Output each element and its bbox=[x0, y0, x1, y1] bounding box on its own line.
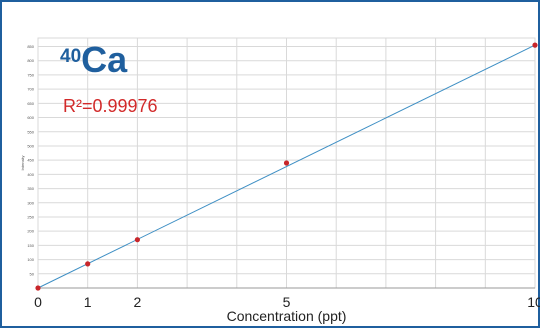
x-tick-label: 1 bbox=[84, 294, 92, 310]
y-tick-label: 600 bbox=[27, 115, 34, 120]
data-point bbox=[35, 285, 41, 291]
r-squared-label: R²=0.99976 bbox=[63, 96, 158, 116]
y-tick-label: 650 bbox=[27, 101, 34, 106]
data-point bbox=[283, 160, 290, 166]
y-tick-label: 550 bbox=[27, 129, 34, 134]
x-tick-label: 5 bbox=[283, 294, 291, 310]
x-tick-label: 2 bbox=[134, 294, 142, 310]
y-tick-label: 150 bbox=[27, 243, 34, 248]
y-tick-label: 250 bbox=[27, 214, 34, 219]
data-point bbox=[134, 237, 140, 243]
x-tick-label: 0 bbox=[34, 294, 42, 310]
data-point bbox=[85, 261, 91, 267]
y-tick-label: 850 bbox=[27, 44, 34, 49]
x-axis-title: Concentration (ppt) bbox=[227, 308, 347, 324]
y-tick-label: 300 bbox=[27, 200, 34, 205]
y-tick-label: 500 bbox=[27, 143, 34, 148]
x-tick-label: 10 bbox=[527, 294, 540, 310]
y-tick-label: 350 bbox=[27, 186, 34, 191]
y-tick-label: 750 bbox=[27, 72, 34, 77]
fit-line bbox=[37, 44, 536, 289]
y-tick-label: 100 bbox=[27, 257, 34, 262]
data-point bbox=[532, 42, 538, 48]
y-tick-label: 450 bbox=[27, 158, 34, 163]
isotope-mass-number: 40 bbox=[60, 46, 82, 67]
y-tick-label: 200 bbox=[27, 229, 34, 234]
y-tick-label: 700 bbox=[27, 87, 34, 92]
isotope-label: 40Ca bbox=[60, 42, 127, 78]
y-axis-title: Intensity bbox=[20, 156, 25, 171]
y-tick-label: 50 bbox=[30, 271, 35, 276]
y-tick-label: 800 bbox=[27, 58, 34, 63]
isotope-symbol: Ca bbox=[81, 39, 128, 80]
y-tick-label: 400 bbox=[27, 172, 34, 177]
